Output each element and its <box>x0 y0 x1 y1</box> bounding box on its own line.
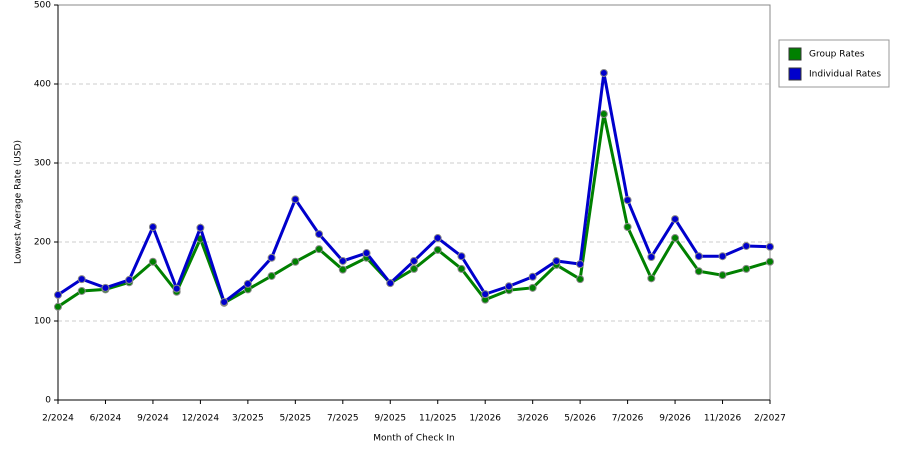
data-point <box>718 252 727 261</box>
data-point <box>338 265 347 274</box>
data-point <box>742 264 751 273</box>
data-point <box>599 110 608 119</box>
data-point <box>671 234 680 243</box>
data-point <box>457 252 466 261</box>
data-point <box>220 298 229 307</box>
x-tick-label: 6/2024 <box>90 414 122 424</box>
x-tick-label: 9/2025 <box>374 414 406 424</box>
data-point <box>694 267 703 276</box>
y-tick-label: 100 <box>34 317 51 327</box>
data-point <box>267 271 276 280</box>
data-point <box>576 260 585 269</box>
legend-label: Individual Rates <box>809 70 881 80</box>
data-point <box>243 279 252 288</box>
data-point <box>386 279 395 288</box>
x-tick-label: 12/2024 <box>182 414 220 424</box>
data-point <box>315 230 324 239</box>
y-tick-label: 300 <box>34 159 51 169</box>
data-point <box>718 271 727 280</box>
y-tick-label: 200 <box>34 238 51 248</box>
x-tick-label: 9/2024 <box>137 414 169 424</box>
data-point <box>77 275 86 284</box>
data-point <box>742 241 751 250</box>
data-point <box>338 256 347 265</box>
legend-swatch <box>788 47 802 61</box>
legend-label: Group Rates <box>809 50 865 60</box>
data-point <box>671 215 680 224</box>
data-point <box>694 252 703 261</box>
legend-swatch <box>788 67 802 81</box>
data-point <box>599 68 608 77</box>
x-tick-label: 2/2027 <box>754 414 786 424</box>
plot-area <box>57 4 771 401</box>
data-point <box>647 274 656 283</box>
data-point <box>148 222 157 231</box>
data-point <box>77 286 86 295</box>
data-point <box>291 195 300 204</box>
x-tick-label: 3/2025 <box>232 414 264 424</box>
data-point <box>101 283 110 292</box>
data-point <box>528 272 537 281</box>
data-point <box>504 282 513 291</box>
y-axis-label: Lowest Average Rate (USD) <box>14 140 24 264</box>
data-point <box>647 253 656 262</box>
data-point <box>54 290 62 299</box>
y-tick-label: 400 <box>34 80 51 90</box>
data-point <box>54 302 62 311</box>
data-point <box>528 283 537 292</box>
x-tick-label: 7/2025 <box>327 414 359 424</box>
data-point <box>410 256 418 265</box>
data-point <box>623 222 632 231</box>
data-point <box>457 264 466 273</box>
x-tick-label: 11/2026 <box>704 414 742 424</box>
x-tick-label: 2/2024 <box>42 414 74 424</box>
x-tick-label: 5/2025 <box>279 414 311 424</box>
data-point <box>481 290 490 299</box>
x-tick-label: 9/2026 <box>659 414 691 424</box>
data-point <box>766 242 774 251</box>
x-tick-label: 5/2026 <box>564 414 596 424</box>
data-point <box>362 249 371 258</box>
data-point <box>196 223 205 232</box>
data-point <box>315 245 324 254</box>
x-tick-label: 11/2025 <box>419 414 456 424</box>
data-point <box>576 275 585 284</box>
data-point <box>552 256 561 265</box>
data-point <box>410 264 418 273</box>
data-point <box>433 245 442 254</box>
y-tick-label: 500 <box>34 1 51 11</box>
data-point <box>148 257 157 266</box>
data-point <box>172 284 181 293</box>
y-tick-label: 0 <box>45 396 51 406</box>
series-line <box>57 113 771 309</box>
data-point <box>291 257 300 266</box>
x-tick-label: 1/2026 <box>469 414 501 424</box>
data-point <box>766 257 774 266</box>
data-point <box>433 234 442 243</box>
x-tick-label: 7/2026 <box>612 414 644 424</box>
data-point <box>623 196 632 205</box>
x-axis-label: Month of Check In <box>373 434 455 444</box>
data-point <box>267 253 276 262</box>
x-tick-label: 3/2026 <box>517 414 549 424</box>
data-point <box>125 275 134 284</box>
